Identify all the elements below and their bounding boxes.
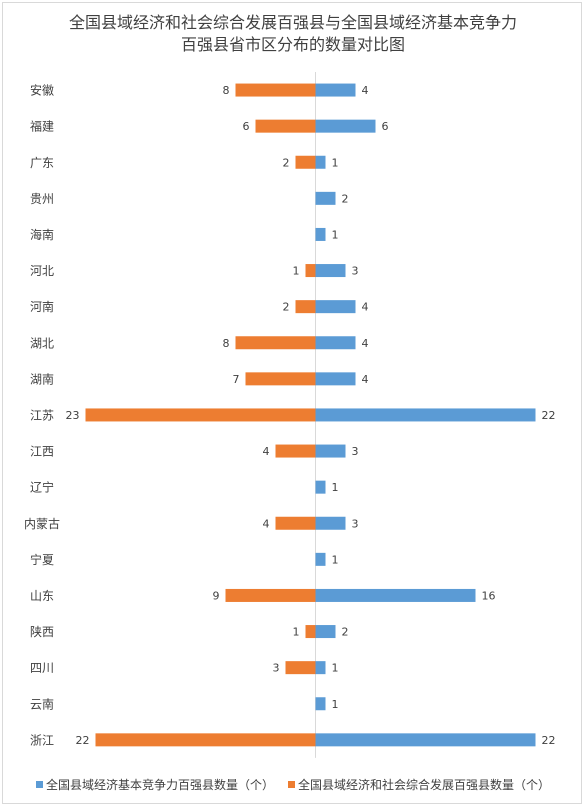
- category-label: 河南: [30, 299, 54, 314]
- data-label-orange: 2: [283, 301, 290, 314]
- legend-label-blue: 全国县域经济基本竞争力百强县数量（个）: [45, 778, 274, 792]
- data-label-orange: 1: [293, 626, 300, 639]
- bar-blue: [315, 83, 356, 97]
- bar-blue: [315, 300, 356, 314]
- chart-title-line-2: 百强县省市区分布的数量对比图: [180, 35, 405, 54]
- bar-blue: [315, 119, 376, 133]
- category-label: 四川: [30, 661, 54, 675]
- data-label-blue: 1: [332, 228, 339, 241]
- bar-blue: [315, 264, 346, 278]
- data-label-blue: 1: [332, 662, 339, 675]
- data-label-blue: 4: [362, 84, 369, 97]
- bar-orange: [285, 661, 316, 675]
- bar-orange: [305, 264, 316, 278]
- bar-orange: [235, 336, 316, 350]
- data-label-blue: 4: [362, 337, 369, 350]
- data-label-orange: 1: [293, 265, 300, 278]
- category-label: 湖北: [30, 335, 54, 350]
- data-label-blue: 16: [482, 589, 496, 602]
- category-label: 广东: [30, 156, 54, 170]
- category-label: 江西: [30, 445, 54, 459]
- data-label-blue: 4: [362, 373, 369, 386]
- bar-blue: [315, 733, 536, 747]
- bar-blue: [315, 444, 346, 458]
- data-label-orange: 7: [233, 373, 240, 386]
- data-label-orange: 8: [223, 337, 230, 350]
- bar-orange: [255, 119, 316, 133]
- data-label-orange: 4: [263, 445, 270, 458]
- category-label: 宁夏: [30, 552, 54, 567]
- category-label: 福建: [30, 119, 54, 134]
- data-label-blue: 1: [332, 156, 339, 169]
- category-label: 贵州: [30, 192, 54, 206]
- bar-orange: [275, 444, 316, 458]
- category-label: 云南: [30, 696, 54, 711]
- data-label-blue: 2: [342, 192, 349, 205]
- bar-blue: [315, 697, 326, 711]
- bar-orange: [85, 408, 316, 422]
- chart-title: 全国县域经济和社会综合发展百强县与全国县域经济基本竞争力 百强县省市区分布的数量…: [0, 12, 586, 56]
- category-label: 安徽: [30, 83, 54, 98]
- data-label-orange: 9: [213, 589, 220, 602]
- chart-title-line-1: 全国县域经济和社会综合发展百强县与全国县域经济基本竞争力: [68, 13, 517, 32]
- bar-orange: [95, 733, 316, 747]
- bar-blue: [315, 191, 336, 205]
- bar-orange: [245, 372, 316, 386]
- bar-blue: [315, 155, 326, 169]
- legend-swatch-blue: [35, 781, 43, 788]
- bar-blue: [315, 408, 536, 422]
- data-label-orange: 22: [76, 734, 90, 747]
- category-label: 内蒙古: [24, 516, 60, 531]
- bar-orange: [225, 588, 316, 602]
- legend-item-blue: 全国县域经济基本竞争力百强县数量（个）: [35, 776, 274, 793]
- category-label: 海南: [30, 227, 54, 242]
- data-label-orange: 8: [223, 84, 230, 97]
- category-label: 河北: [30, 264, 54, 278]
- bar-orange: [295, 300, 316, 314]
- bar-blue: [315, 336, 356, 350]
- bar-blue: [315, 372, 356, 386]
- category-label: 陕西: [30, 624, 54, 639]
- data-label-orange: 2: [283, 156, 290, 169]
- category-label: 湖南: [30, 371, 54, 386]
- data-label-blue: 6: [382, 120, 389, 133]
- category-label: 浙江: [30, 733, 54, 747]
- data-label-blue: 3: [352, 445, 359, 458]
- data-label-blue: 3: [352, 517, 359, 530]
- category-label: 山东: [30, 589, 54, 603]
- bar-blue: [315, 480, 326, 494]
- data-label-orange: 23: [66, 409, 80, 422]
- legend-item-orange: 全国县域经济和社会综合发展百强县数量（个）: [288, 776, 550, 793]
- bar-blue: [315, 227, 326, 241]
- data-label-blue: 1: [332, 698, 339, 711]
- data-label-blue: 1: [332, 553, 339, 566]
- bar-orange: [235, 83, 316, 97]
- data-label-blue: 1: [332, 481, 339, 494]
- data-label-blue: 22: [542, 734, 556, 747]
- data-label-orange: 4: [263, 517, 270, 530]
- data-label-blue: 22: [542, 409, 556, 422]
- data-label-orange: 3: [273, 662, 280, 675]
- data-label-orange: 6: [243, 120, 250, 133]
- bar-blue: [315, 661, 326, 675]
- bar-orange: [295, 155, 316, 169]
- legend-swatch-orange: [288, 781, 295, 788]
- bar-orange: [275, 516, 316, 530]
- bar-blue: [315, 625, 336, 639]
- category-label: 江苏: [30, 408, 54, 422]
- bar-blue: [315, 516, 346, 530]
- data-label-blue: 2: [342, 626, 349, 639]
- chart-legend: 全国县域经济基本竞争力百强县数量（个） 全国县域经济和社会综合发展百强县数量（个…: [0, 776, 586, 793]
- bar-blue: [315, 552, 326, 566]
- legend-label-orange: 全国县域经济和社会综合发展百强县数量（个）: [298, 778, 551, 792]
- data-label-blue: 3: [352, 265, 359, 278]
- bar-orange: [305, 625, 316, 639]
- category-label: 辽宁: [30, 480, 54, 495]
- bar-blue: [315, 588, 476, 602]
- data-label-blue: 4: [362, 301, 369, 314]
